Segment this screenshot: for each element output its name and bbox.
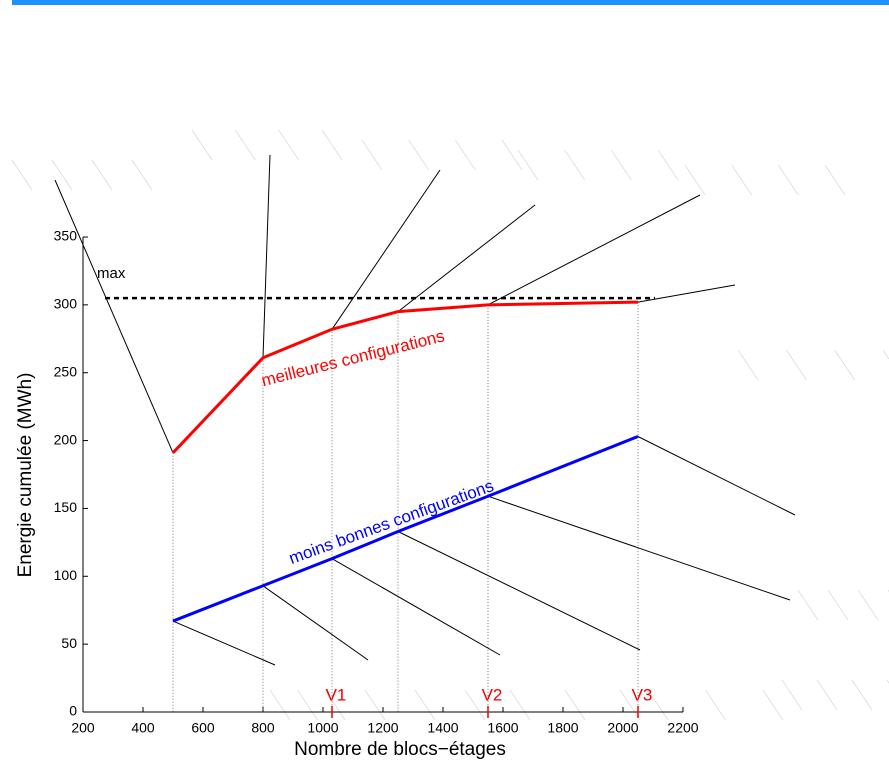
ground-grid (132, 160, 152, 190)
ground-grid (685, 165, 705, 195)
ground-grid (502, 140, 522, 170)
ground-grid (409, 140, 429, 170)
ground-grid (322, 130, 342, 160)
ground-grid (192, 130, 212, 160)
block-illustration (192, 0, 860, 160)
ground-grid (732, 165, 752, 195)
ground-grid (362, 140, 382, 170)
ground-grid (778, 165, 798, 195)
block-illustration (362, 0, 889, 170)
ground-grid (279, 130, 299, 160)
ground-grid (565, 150, 585, 180)
ground-grid (518, 150, 538, 180)
block-illustration (685, 0, 889, 195)
ground-grid (12, 160, 32, 190)
block-illustration (518, 0, 889, 180)
illustrations (12, 0, 889, 720)
ground-grid (235, 130, 255, 160)
ground-grid (455, 140, 475, 170)
ground-grid (611, 150, 631, 180)
ground-grid (658, 150, 678, 180)
ground-grid (52, 160, 72, 190)
ground-grid (92, 160, 112, 190)
ground-grid (825, 165, 845, 195)
